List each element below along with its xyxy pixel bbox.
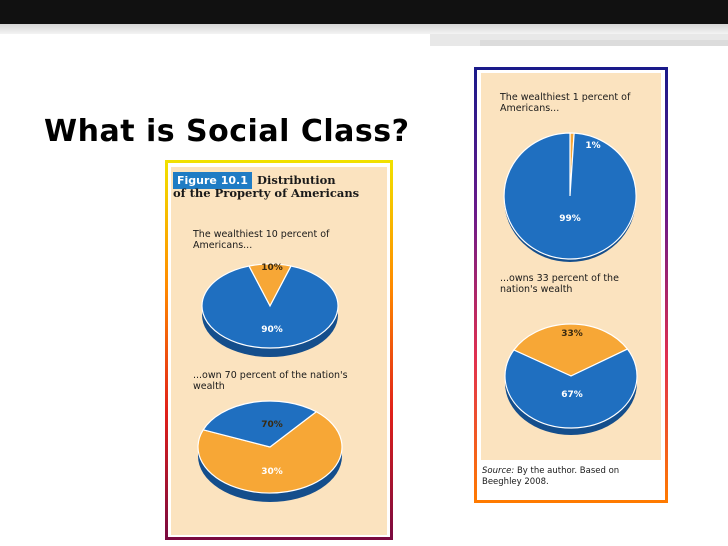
figure-title-first: Distribution bbox=[257, 173, 336, 187]
pie-chart-3: 1% 99% bbox=[503, 132, 637, 262]
slide-title: What is Social Class? bbox=[44, 114, 410, 149]
pie-chart-2: 70% 30% bbox=[197, 400, 343, 502]
pie-chart-4: 33% 67% bbox=[504, 323, 638, 435]
source-prefix: Source: bbox=[482, 466, 515, 476]
pie-chart-1: 10% 90% bbox=[201, 263, 339, 357]
pie-slice-1-2 bbox=[201, 265, 339, 349]
pie-caption-3: The wealthiest 1 percent of Americans... bbox=[500, 92, 631, 114]
figure-source: Source: By the author. Based on Beeghley… bbox=[482, 466, 660, 488]
source-area bbox=[481, 460, 661, 498]
figure-title-rest: of the Property of Americans bbox=[173, 186, 360, 200]
figure-badge: Figure 10.1 bbox=[173, 172, 252, 189]
pie-label-1-2: 90% bbox=[261, 325, 283, 335]
pie-slice-4-2 bbox=[504, 348, 638, 429]
pie-label-3-1: 1% bbox=[585, 141, 600, 151]
pie-label-3-2: 99% bbox=[559, 214, 581, 224]
slide-top-bar bbox=[0, 0, 728, 24]
pie-caption-1: The wealthiest 10 percent of Americans..… bbox=[193, 229, 330, 251]
pie-caption-2: ...own 70 percent of the nation's wealth bbox=[193, 370, 348, 392]
slide-top-shadow bbox=[0, 24, 728, 34]
pie-label-4-2: 67% bbox=[561, 390, 583, 400]
pie-slice-2-1 bbox=[197, 411, 343, 494]
source-text: By the author. Based on Beeghley 2008. bbox=[482, 466, 620, 487]
pie-slice-4-1 bbox=[512, 323, 629, 377]
pie-label-1-1: 10% bbox=[261, 263, 283, 273]
pie-slice-2-2 bbox=[202, 400, 318, 448]
pie-caption-4: ...owns 33 percent of the nation's wealt… bbox=[500, 273, 619, 295]
slide-deco-strip-inner bbox=[480, 40, 728, 46]
pie-slice-3-2 bbox=[503, 132, 637, 260]
figure-header: Figure 10.1 Distribution of the Property… bbox=[173, 169, 386, 200]
pie-label-2-1: 70% bbox=[261, 420, 283, 430]
pie-label-2-2: 30% bbox=[261, 467, 283, 477]
pie-label-4-1: 33% bbox=[561, 329, 583, 339]
